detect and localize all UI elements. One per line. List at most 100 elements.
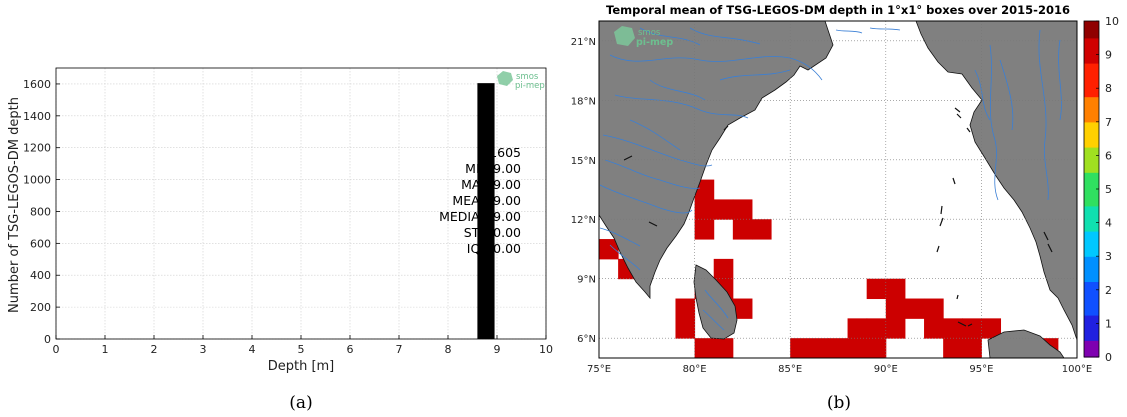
data-cell — [866, 318, 887, 339]
data-cell — [943, 318, 963, 339]
river-coast-north — [835, 29, 863, 34]
watermark-line-1: smos — [516, 72, 539, 82]
colorbar-segment — [1084, 88, 1099, 98]
histogram-y-tick-label: 200 — [30, 301, 51, 314]
histogram-x-tick-label: 5 — [298, 343, 305, 356]
histogram-y-tick-label: 0 — [44, 333, 51, 346]
data-cell — [713, 338, 734, 358]
stat-value: 9.00 — [493, 209, 521, 224]
data-cell — [866, 278, 887, 300]
colorbar-segment — [1084, 323, 1099, 333]
latitude-tick-label: 9°N — [577, 275, 596, 286]
river-southern-1 — [609, 244, 641, 271]
histogram-bar — [477, 83, 495, 339]
histogram-x-tick-label: 3 — [200, 343, 207, 356]
river-irrawaddy-trib-2 — [974, 69, 991, 121]
histogram-y-ticks: 0 200 400 600 800 1000 1200 1400 1600 — [23, 78, 60, 346]
land-myanmar-east — [915, 21, 1077, 341]
data-cell — [828, 338, 849, 358]
river-krishna — [599, 184, 693, 214]
longitude-tick-label: 75°E — [587, 364, 611, 375]
caption-b: (b) — [827, 393, 851, 413]
river-salween-trib — [1058, 39, 1062, 121]
histogram-x-tick-label: 2 — [151, 343, 158, 356]
river-ganges-trib-3 — [719, 69, 791, 81]
stat-label: MEDIAN — [439, 209, 489, 224]
colorbar-tick-label: 9 — [1105, 49, 1112, 62]
stat-value: 9.00 — [493, 193, 521, 208]
stat-label: STD — [464, 225, 489, 240]
land-india-mainland — [599, 21, 834, 300]
colorbar-tick-label: 3 — [1105, 250, 1112, 263]
colorbar-segment — [1084, 256, 1099, 266]
colorbar-tick-label: 8 — [1105, 82, 1112, 95]
latitude-tick-label: 12°N — [571, 215, 596, 226]
data-cell — [694, 199, 715, 220]
river-southern-2 — [629, 119, 681, 151]
nicobar-islands — [956, 294, 959, 300]
river-sri-lanka-2 — [702, 309, 725, 331]
smos-logo-icon — [497, 71, 513, 86]
colorbar-segment — [1084, 121, 1099, 131]
river-sri-lanka-1 — [704, 289, 729, 319]
colorbar-segment — [1084, 96, 1099, 106]
data-cell — [885, 298, 906, 319]
map-graticule — [599, 21, 1077, 358]
colorbar-segment — [1084, 348, 1099, 358]
thai-coast-islands — [1043, 231, 1053, 253]
latitude-tick-label: 21°N — [571, 37, 596, 48]
river-mahanadi-trib — [649, 79, 706, 101]
river-ganges — [609, 54, 823, 81]
data-cell — [885, 318, 906, 339]
colorbar-segment — [1084, 46, 1099, 56]
data-cell — [885, 278, 906, 300]
histogram-y-tick-label: 1200 — [23, 142, 51, 155]
data-cell — [751, 219, 772, 240]
histogram-x-tick-label: 8 — [445, 343, 452, 356]
histogram-y-tick-label: 1600 — [23, 78, 51, 91]
river-irrawaddy — [989, 44, 999, 201]
colorbar-tick-label: 0 — [1105, 351, 1112, 364]
smos-logo-icon-b — [614, 26, 635, 46]
histogram-x-tick-label: 0 — [53, 343, 60, 356]
watermark-line-2: pi-mep — [515, 81, 545, 91]
histogram-x-tick-label: 4 — [249, 343, 256, 356]
histogram-x-tick-label: 6 — [347, 343, 354, 356]
colorbar-segment — [1084, 130, 1099, 140]
panel-b-map: Temporal mean of TSG-LEGOS-DM depth in 1… — [571, 3, 1119, 413]
histogram-x-ticks: 0 1 2 3 4 5 6 7 8 9 10 — [53, 335, 553, 356]
stat-value: 9.00 — [493, 177, 521, 192]
latitude-tick-label: 6°N — [577, 334, 596, 345]
colorbar-segment — [1084, 180, 1099, 190]
colorbar-segment — [1084, 231, 1099, 240]
smos-pimep-watermark-b: smos pi-mep — [614, 26, 673, 48]
colorbar-segment — [1084, 79, 1099, 89]
river-ganges-trib-2 — [689, 27, 761, 45]
colorbar-segment — [1084, 197, 1099, 207]
river-salween — [1038, 29, 1049, 201]
colorbar-segment — [1084, 105, 1099, 114]
colorbar-segment — [1084, 264, 1099, 274]
colorbar-segment — [1084, 189, 1099, 198]
longitude-tick-label: 85°E — [778, 364, 802, 375]
colorbar-segment — [1084, 29, 1099, 39]
colorbar-segment — [1084, 289, 1099, 299]
river-godavari-trib — [604, 159, 701, 189]
data-cell — [694, 219, 715, 240]
data-cell — [732, 199, 753, 220]
land-malay-tip — [987, 329, 1065, 358]
indian-east-coast-islands — [623, 155, 658, 227]
data-cell — [809, 338, 829, 358]
stat-value: 0.00 — [493, 225, 521, 240]
colorbar-segment — [1084, 71, 1099, 81]
data-cell — [866, 338, 887, 358]
longitude-tick-label: 95°E — [969, 364, 993, 375]
colorbar-segment — [1084, 298, 1099, 308]
data-cell — [599, 239, 619, 260]
map-frame — [598, 20, 1078, 359]
river-brahmaputra — [869, 27, 901, 31]
rivers — [599, 27, 1062, 331]
river-mahanadi — [614, 94, 749, 119]
colorbar-segment — [1084, 315, 1099, 324]
